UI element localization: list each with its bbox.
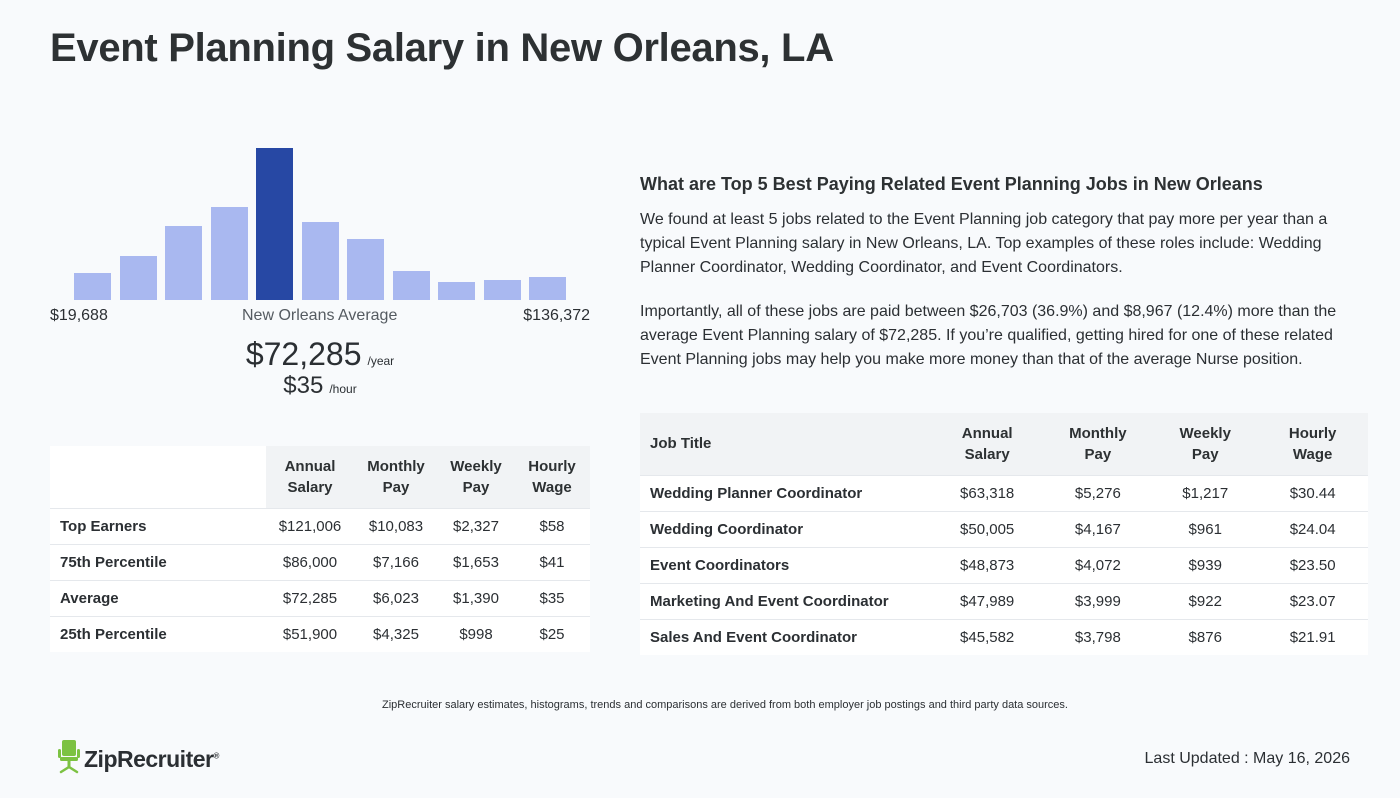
table-row: Average $72,285 $6,023 $1,390 $35 bbox=[50, 579, 590, 616]
table-row: Marketing And Event Coordinator $47,989 $3… bbox=[640, 582, 1368, 619]
table-cell: $45,582 bbox=[931, 618, 1043, 655]
table-cell: $58 bbox=[514, 507, 590, 544]
table-cell: $86,000 bbox=[266, 543, 354, 580]
histogram-bar bbox=[119, 256, 157, 300]
table-header: Monthly Pay bbox=[354, 446, 438, 508]
table-cell: $7,166 bbox=[354, 543, 438, 580]
table-cell: $5,276 bbox=[1042, 474, 1154, 511]
table-row: Wedding Coordinator $50,005 $4,167 $961 $24.… bbox=[640, 510, 1368, 547]
salary-histogram bbox=[50, 140, 590, 300]
table-cell: $961 bbox=[1153, 510, 1258, 547]
table-cell: $939 bbox=[1153, 546, 1258, 583]
table-row: 25th Percentile $51,900 $4,325 $998 $25 bbox=[50, 615, 590, 652]
histogram-bar bbox=[438, 282, 475, 300]
histogram-bar bbox=[210, 207, 248, 300]
table-header: Hourly Wage bbox=[1257, 413, 1368, 475]
table-cell: $72,285 bbox=[266, 579, 354, 616]
table-cell: $23.50 bbox=[1257, 546, 1368, 583]
histogram-bar bbox=[165, 226, 202, 300]
table-header: Weekly Pay bbox=[1153, 413, 1258, 475]
histogram-min-label: $19,688 bbox=[50, 307, 108, 324]
table-cell: $876 bbox=[1153, 618, 1258, 655]
table-cell: $35 bbox=[514, 579, 590, 616]
table-row: Wedding Planner Coordinator $63,318 $5,276… bbox=[640, 474, 1368, 511]
table-row: Event Coordinators $48,873 $4,072 $939 $23.5… bbox=[640, 546, 1368, 583]
table-header: Monthly Pay bbox=[1042, 413, 1154, 475]
related-jobs-heading: What are Top 5 Best Paying Related Event… bbox=[640, 174, 1263, 194]
table-cell: $1,217 bbox=[1153, 474, 1258, 511]
row-label: Top Earners bbox=[50, 507, 266, 544]
histogram-bar bbox=[74, 273, 111, 300]
table-cell: $922 bbox=[1153, 582, 1258, 619]
table-row: 75th Percentile $86,000 $7,166 $1,653 $41 bbox=[50, 543, 590, 580]
related-jobs-paragraph-1: We found at least 5 jobs related to the … bbox=[640, 211, 1328, 276]
last-updated: Last Updated : May 16, 2026 bbox=[1144, 750, 1350, 767]
table-header: Job Title bbox=[640, 413, 932, 475]
logo-text: ZipRecruiter® bbox=[84, 746, 219, 772]
row-label: Wedding Planner Coordinator bbox=[640, 474, 932, 511]
table-cell: $30.44 bbox=[1257, 474, 1368, 511]
table-cell: $4,072 bbox=[1042, 546, 1154, 583]
row-label: Event Coordinators bbox=[640, 546, 932, 583]
table-row: Top Earners $121,006 $10,083 $2,327 $58 bbox=[50, 507, 590, 544]
table-cell: $23.07 bbox=[1257, 582, 1368, 619]
average-hourly-value: $35 bbox=[283, 372, 324, 399]
row-label: Wedding Coordinator bbox=[640, 510, 932, 547]
histogram-bar bbox=[256, 148, 293, 300]
histogram-max-label: $136,372 bbox=[523, 307, 590, 324]
table-cell: $25 bbox=[514, 615, 590, 652]
average-annual-unit: /year bbox=[367, 354, 395, 368]
related-jobs-table: Job Title Annual Salary Monthly Pay Week… bbox=[640, 413, 1368, 655]
table-cell: $48,873 bbox=[931, 546, 1043, 583]
table-cell: $4,325 bbox=[354, 615, 438, 652]
row-label: Average bbox=[50, 579, 266, 616]
row-label: 25th Percentile bbox=[50, 615, 266, 652]
disclaimer: ZipRecruiter salary estimates, histogram… bbox=[382, 699, 1068, 711]
table-cell: $50,005 bbox=[931, 510, 1043, 547]
table-cell: $4,167 bbox=[1042, 510, 1154, 547]
histogram-bar bbox=[347, 239, 384, 300]
percentile-table: Annual Salary Monthly Pay Weekly Pay Hou… bbox=[50, 446, 590, 652]
average-hourly-unit: /hour bbox=[329, 382, 357, 396]
histogram-average-label: New Orleans Average bbox=[242, 307, 398, 324]
table-cell: $24.04 bbox=[1257, 510, 1368, 547]
table-cell: $6,023 bbox=[354, 579, 438, 616]
table-cell: $3,798 bbox=[1042, 618, 1154, 655]
table-header: Annual Salary bbox=[266, 446, 354, 508]
average-annual-value: $72,285 bbox=[245, 336, 362, 372]
table-cell: $998 bbox=[438, 615, 514, 652]
table-cell: $2,327 bbox=[438, 507, 514, 544]
table-header: Hourly Wage bbox=[514, 446, 590, 508]
ziprecruiter-logo[interactable]: ZipRecruiter® bbox=[58, 740, 219, 779]
table-cell: $121,006 bbox=[266, 507, 354, 544]
histogram-bar bbox=[392, 271, 430, 300]
histogram-bar bbox=[529, 277, 566, 300]
table-cell: $47,989 bbox=[931, 582, 1043, 619]
table-cell: $3,999 bbox=[1042, 582, 1154, 619]
table-cell: $63,318 bbox=[931, 474, 1043, 511]
table-header-blank bbox=[50, 446, 266, 508]
table-cell: $51,900 bbox=[266, 615, 354, 652]
row-label: Sales And Event Coordinator bbox=[640, 618, 932, 655]
average-annual: $72,285/year bbox=[50, 336, 590, 373]
table-cell: $1,653 bbox=[438, 543, 514, 580]
table-cell: $10,083 bbox=[354, 507, 438, 544]
histogram-bar bbox=[483, 280, 521, 300]
page-title: Event Planning Salary in New Orleans, LA bbox=[50, 26, 834, 70]
table-header: Weekly Pay bbox=[438, 446, 514, 508]
histogram-bar bbox=[301, 222, 339, 300]
average-hourly: $35/hour bbox=[50, 372, 590, 400]
table-cell: $41 bbox=[514, 543, 590, 580]
table-row: Sales And Event Coordinator $45,582 $3,798… bbox=[640, 618, 1368, 655]
related-jobs-paragraph-2: Importantly, all of these jobs are paid … bbox=[640, 303, 1337, 368]
table-cell: $21.91 bbox=[1257, 618, 1368, 655]
table-cell: $1,390 bbox=[438, 579, 514, 616]
row-label: Marketing And Event Coordinator bbox=[640, 582, 932, 619]
table-header: Annual Salary bbox=[931, 413, 1043, 475]
row-label: 75th Percentile bbox=[50, 543, 266, 580]
chair-icon bbox=[58, 740, 80, 779]
